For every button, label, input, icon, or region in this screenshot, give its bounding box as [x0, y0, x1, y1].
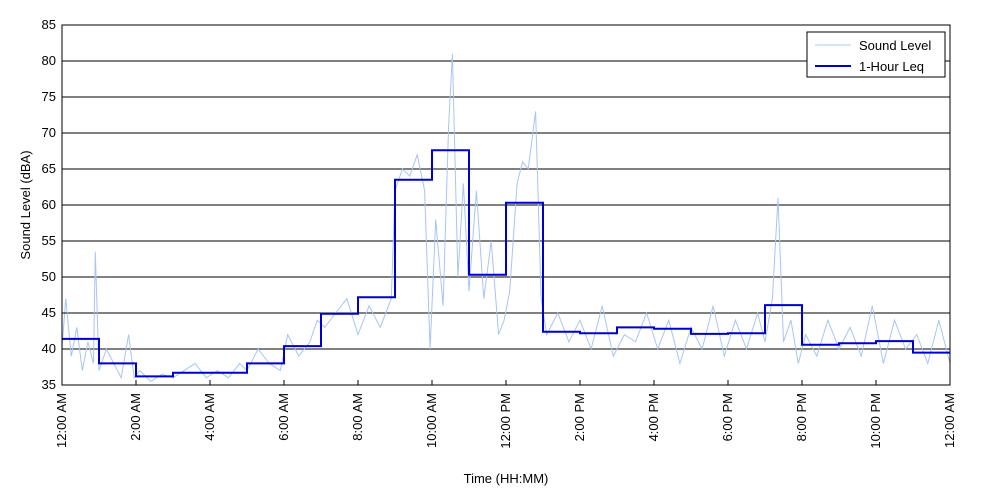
leq-step-line: [62, 149, 950, 378]
y-tick-label: 45: [42, 305, 56, 320]
y-tick-label: 60: [42, 197, 56, 212]
y-tick-label: 75: [42, 89, 56, 104]
x-tick-label: 8:00 AM: [350, 393, 365, 441]
y-tick-label: 40: [42, 341, 56, 356]
x-tick-label: 4:00 AM: [202, 393, 217, 441]
x-tick-label: 6:00 PM: [720, 393, 735, 441]
plot-area: [61, 53, 951, 383]
x-axis-ticks: 12:00 AM 2:00 AM 4:00 AM 6:00 AM 8:00 AM 10:0…: [54, 380, 957, 449]
x-tick-label: 12:00 PM: [498, 393, 513, 449]
x-tick-label: 12:00 AM: [54, 393, 69, 448]
y-axis-label: Sound Level (dBA): [18, 150, 33, 259]
sound-level-line: [61, 53, 951, 383]
legend: Sound Level 1-Hour Leq: [806, 31, 946, 78]
y-tick-label: 85: [42, 17, 56, 32]
x-tick-label: 2:00 PM: [572, 393, 587, 441]
x-axis-label: Time (HH:MM): [464, 471, 549, 486]
x-tick-label: 4:00 PM: [646, 393, 661, 441]
x-tick-label: 10:00 PM: [868, 393, 883, 449]
y-tick-label: 70: [42, 125, 56, 140]
x-tick-label: 12:00 AM: [942, 393, 957, 448]
x-tick-label: 2:00 AM: [128, 393, 143, 441]
y-axis-ticks: 35 40 45 50 55 60 65 70 75 80 85: [42, 17, 67, 392]
legend-label-1-hour-leq: 1-Hour Leq: [859, 59, 924, 74]
x-tick-label: 6:00 AM: [276, 393, 291, 441]
y-tick-label: 50: [42, 269, 56, 284]
y-tick-label: 65: [42, 161, 56, 176]
legend-label-sound-level: Sound Level: [859, 38, 931, 53]
legend-box: [806, 31, 946, 78]
y-tick-label: 80: [42, 53, 56, 68]
y-tick-label: 55: [42, 233, 56, 248]
x-tick-label: 10:00 AM: [424, 393, 439, 448]
x-tick-label: 8:00 PM: [794, 393, 809, 441]
y-tick-label: 35: [42, 377, 56, 392]
